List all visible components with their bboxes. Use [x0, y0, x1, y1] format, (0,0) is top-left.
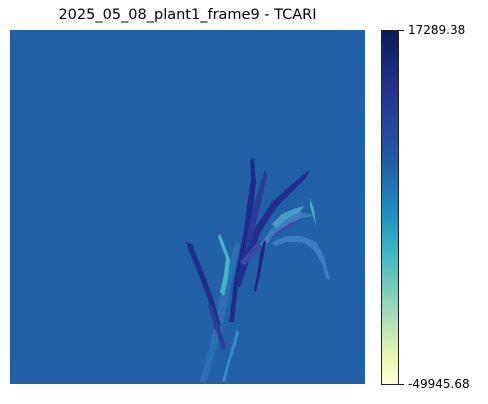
tcari-image [10, 30, 365, 384]
leaf [236, 170, 310, 288]
leaf [218, 234, 230, 296]
plant-stem [200, 242, 240, 382]
leaf [222, 330, 239, 382]
plot-title: 2025_05_08_plant1_frame9 - TCARI [58, 7, 317, 23]
leaf [229, 158, 256, 322]
plant [186, 158, 330, 382]
leaf [272, 206, 304, 228]
colorbar-max-tick [399, 30, 404, 31]
leaf [272, 236, 330, 280]
leaf [240, 216, 302, 266]
leaf [246, 170, 267, 246]
leaf [208, 304, 226, 350]
colorbar [381, 30, 399, 385]
leaf [310, 198, 316, 226]
image-background [10, 30, 365, 384]
colorbar-min-tick [399, 384, 404, 385]
leaf [254, 240, 266, 292]
colorbar-min-label: -49945.68 [408, 377, 470, 391]
colorbar-max-label: 17289.38 [408, 23, 466, 37]
